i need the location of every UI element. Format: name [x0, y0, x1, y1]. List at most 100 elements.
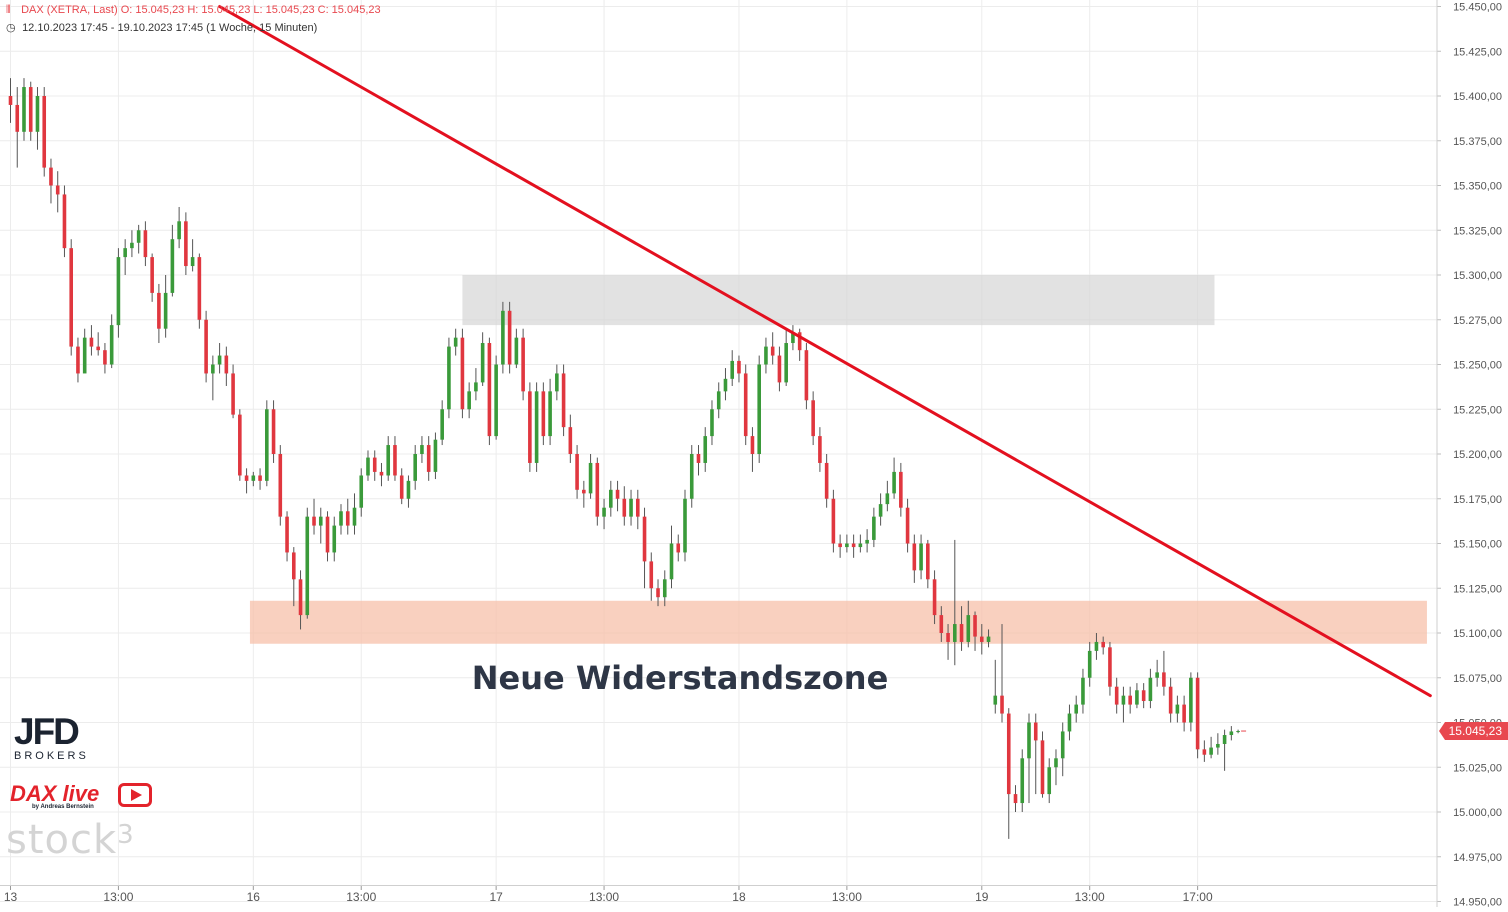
- candle-body: [1121, 695, 1126, 705]
- candle-body: [953, 624, 957, 642]
- candle-body: [1054, 758, 1058, 768]
- candle-body: [150, 257, 154, 293]
- grid: [0, 0, 1437, 902]
- range-text: 12.10.2023 17:45 - 19.10.2023 17:45 (1 W…: [22, 22, 318, 34]
- zone-label: Neue Widerstandszone: [472, 659, 889, 697]
- candle-body: [1081, 677, 1085, 705]
- y-tick-label: 15.375,00: [1453, 136, 1502, 148]
- x-tick-label: 13:00: [1075, 890, 1105, 904]
- candle-body: [582, 489, 586, 494]
- candle-body: [157, 292, 161, 329]
- candle-body: [426, 445, 431, 472]
- candle-body: [865, 539, 869, 544]
- candle-body: [8, 96, 13, 105]
- candle-body: [15, 104, 20, 132]
- candle-body: [979, 636, 984, 642]
- candle-body: [480, 343, 485, 383]
- candle-body: [62, 194, 67, 249]
- candle-body: [69, 248, 74, 347]
- candle-body: [1155, 672, 1159, 678]
- dax-live-text: DAX live: [10, 781, 100, 806]
- candle-body: [265, 409, 269, 481]
- candle-body: [514, 337, 519, 365]
- x-tick-label: 13:00: [589, 890, 619, 904]
- candle-body: [973, 615, 977, 637]
- candle-body: [1229, 731, 1234, 736]
- candle-body: [318, 516, 323, 526]
- candle-body: [622, 498, 627, 517]
- candle-body: [460, 337, 465, 410]
- candles: [8, 78, 1240, 839]
- candle-body: [28, 87, 33, 132]
- candle-body: [818, 436, 822, 463]
- y-tick-label: 15.450,00: [1453, 2, 1502, 14]
- candle-body: [285, 516, 289, 553]
- range-line: ◷ 12.10.2023 17:45 - 19.10.2023 17:45 (1…: [6, 21, 317, 34]
- resistance-zone: [249, 600, 1427, 644]
- candle-body: [76, 346, 80, 374]
- candle-body: [440, 409, 444, 440]
- candle-body: [642, 516, 647, 562]
- y-tick-label: 15.400,00: [1453, 91, 1502, 103]
- candle-body: [662, 579, 667, 598]
- candle-body: [298, 579, 303, 616]
- y-tick-label: 15.100,00: [1453, 628, 1502, 640]
- candle-body: [588, 462, 593, 494]
- candle-body: [474, 382, 478, 392]
- candle-body: [939, 615, 944, 633]
- candle-body: [838, 543, 842, 548]
- candle-body: [845, 543, 849, 548]
- y-tick-label: 15.200,00: [1453, 449, 1502, 461]
- candle-body: [501, 310, 505, 365]
- candle-body: [22, 87, 26, 132]
- y-tick-label: 15.150,00: [1453, 539, 1502, 551]
- x-tick-label: 13: [4, 890, 18, 904]
- candle-body: [555, 373, 559, 392]
- candle-body: [986, 636, 991, 642]
- candle-body: [649, 561, 654, 589]
- candle-body: [1013, 794, 1018, 804]
- stock3-logo: stock3: [6, 813, 135, 862]
- jfd-logo-text: JFD: [14, 711, 80, 752]
- x-tick-label: 17: [489, 890, 503, 904]
- candle-body: [1216, 743, 1220, 748]
- candle-body: [312, 516, 316, 526]
- candle-body: [858, 543, 863, 548]
- y-tick-label: 14.975,00: [1453, 852, 1502, 864]
- zones: [249, 275, 1427, 644]
- candle-body: [757, 364, 761, 454]
- candle-body: [89, 337, 94, 347]
- candle-body: [1067, 713, 1072, 732]
- candle-body: [750, 436, 755, 454]
- candle-body: [716, 391, 721, 410]
- candle-body: [676, 543, 681, 553]
- x-tick-label: 18: [732, 890, 746, 904]
- jfd-logo-sub: BROKERS: [14, 750, 89, 762]
- candle-body: [494, 364, 498, 437]
- candle-body: [993, 695, 998, 705]
- y-tick-label: 15.225,00: [1453, 404, 1502, 416]
- y-tick-label: 15.300,00: [1453, 270, 1502, 282]
- candle-body: [811, 400, 815, 437]
- candle-body: [35, 96, 40, 132]
- candle-body: [1195, 677, 1200, 750]
- candle-body: [447, 346, 451, 410]
- candle-body: [764, 346, 768, 365]
- candle-body: [609, 489, 613, 508]
- candle-body: [791, 332, 795, 344]
- candle-body: [379, 471, 384, 476]
- y-tick-label: 15.425,00: [1453, 46, 1502, 58]
- candle-body: [325, 516, 330, 553]
- candle-body: [1175, 704, 1180, 714]
- candle-body: [143, 230, 148, 258]
- y-tick-label: 15.350,00: [1453, 181, 1502, 193]
- y-tick-label: 15.175,00: [1453, 494, 1502, 506]
- candle-body: [231, 373, 235, 415]
- candle-body: [1074, 704, 1079, 714]
- candle-body: [1060, 731, 1065, 759]
- play-icon: [118, 783, 152, 807]
- x-tick-label: 16: [247, 890, 261, 904]
- candle-body: [1108, 647, 1112, 687]
- candle-body: [1094, 641, 1099, 651]
